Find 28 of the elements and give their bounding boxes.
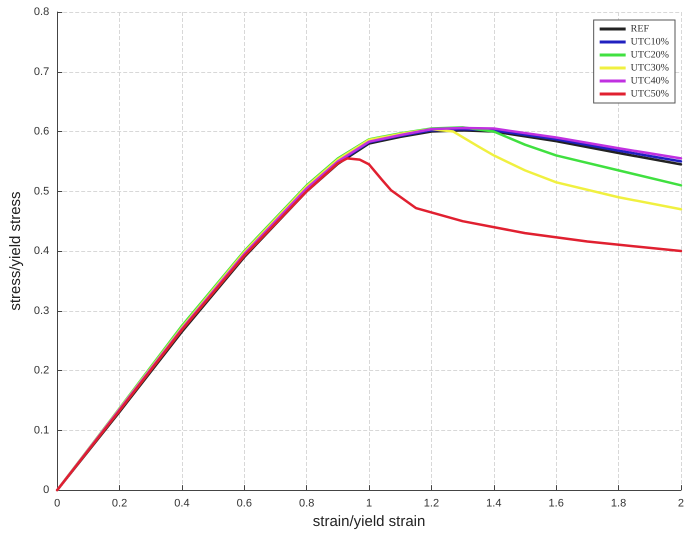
y-tick-label: 0.5 — [34, 185, 50, 198]
x-tick-label: 2 — [678, 498, 684, 510]
x-tick-label: 1.8 — [610, 498, 626, 510]
x-axis-title: strain/yield strain — [312, 513, 426, 530]
y-tick-label: 0.6 — [34, 126, 50, 138]
legend-label: UTC50% — [630, 88, 670, 100]
x-tick-label: 0 — [54, 498, 60, 510]
x-tick-label: 1.4 — [486, 498, 502, 510]
y-axis-title: stress/yield stress — [7, 191, 24, 311]
legend-label: UTC40% — [630, 76, 670, 86]
legend-label: UTC30% — [630, 62, 670, 74]
x-tick-label: 1 — [366, 498, 372, 510]
y-tick-label: 0.8 — [34, 6, 50, 18]
y-tick-label: 0.3 — [34, 304, 50, 317]
y-tick-label: 0.1 — [34, 424, 50, 436]
x-tick-label: 1.2 — [424, 498, 440, 510]
y-tick-label: 0 — [43, 484, 50, 496]
legend-label: UTC10% — [630, 36, 670, 48]
x-tick-label: 0.6 — [236, 498, 252, 510]
y-tick-label: 0.7 — [34, 66, 50, 78]
x-tick-label: 0.4 — [174, 498, 190, 510]
y-tick-label: 0.4 — [34, 245, 50, 258]
x-tick-label: 0.2 — [112, 498, 128, 510]
legend-label: UTC20% — [630, 50, 670, 60]
y-tick-label: 0.2 — [34, 364, 50, 377]
legend-label: REF — [630, 24, 650, 34]
x-tick-label: 1.6 — [548, 498, 564, 510]
x-tick-label: 0.8 — [299, 498, 314, 510]
